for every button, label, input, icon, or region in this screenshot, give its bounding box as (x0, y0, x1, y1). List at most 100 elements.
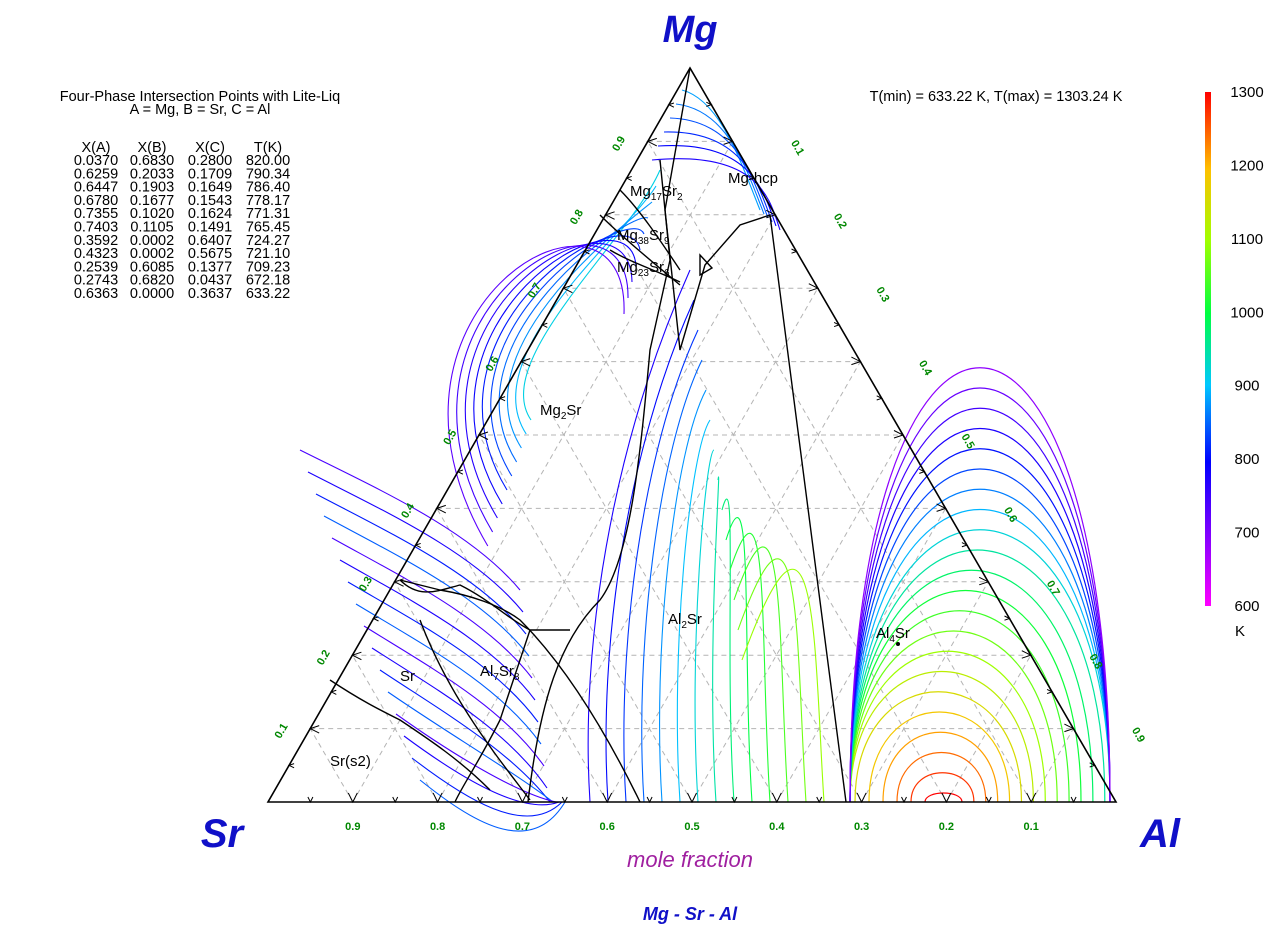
left-tick-label: 0.5 (441, 428, 459, 447)
isotherm (849, 387, 1111, 803)
tick (833, 321, 841, 328)
tick (477, 796, 483, 804)
left-tick-label: 0.7 (526, 281, 544, 300)
tick (602, 792, 613, 804)
bottom-tick-label: 0.6 (600, 821, 615, 833)
isotherm (339, 559, 536, 701)
tick (936, 503, 947, 512)
table-cell: 0.1543 (188, 193, 232, 209)
tick (919, 468, 926, 474)
table-cell: 0.6447 (74, 180, 118, 196)
temperature-maximum-marker (896, 642, 900, 646)
isotherm (849, 509, 1111, 803)
gridline (436, 508, 608, 803)
gridline (647, 141, 1032, 803)
phase-boundary (419, 619, 531, 801)
isotherm (721, 498, 735, 803)
tick (498, 396, 506, 402)
isotherm (411, 757, 563, 817)
table-header: T(K) (254, 140, 282, 156)
left-tick-label: 0.4 (399, 501, 417, 521)
table-cell: 0.2800 (188, 153, 232, 169)
left-tick-label: 0.2 (315, 648, 333, 667)
isotherm (331, 537, 533, 679)
vertex-label-right: Al (1139, 812, 1181, 856)
isotherm (868, 711, 1011, 803)
phase-label: Mg-hcp (728, 170, 778, 187)
isotherm (849, 407, 1111, 803)
axis-ticks (287, 101, 1097, 804)
isotherm (605, 299, 695, 803)
table-cell: 765.45 (246, 220, 290, 236)
left-tick-label: 0.3 (357, 575, 375, 594)
phase-boundary (399, 579, 641, 803)
gridline (861, 581, 989, 803)
tick (432, 792, 443, 804)
isotherm (849, 610, 1070, 803)
phase-label: Al2Sr (668, 611, 702, 631)
isotherm (712, 476, 720, 803)
tick (731, 796, 738, 804)
isotherm (849, 468, 1111, 803)
table-cell: 0.5675 (188, 246, 232, 262)
table-cell: 0.0437 (188, 273, 232, 289)
isotherm (896, 752, 987, 803)
tick (748, 175, 756, 181)
table-cell: 0.6085 (130, 259, 174, 275)
table-cell: 0.0370 (74, 153, 118, 169)
tick (1070, 796, 1077, 804)
phase-boundaries (329, 67, 847, 803)
tick (893, 430, 905, 439)
isotherm (849, 488, 1111, 803)
isotherm (663, 131, 773, 223)
tick (687, 792, 697, 804)
tick (287, 763, 295, 769)
isotherm (849, 590, 1082, 803)
tick (477, 431, 489, 440)
tick (517, 792, 528, 804)
gridline (776, 508, 947, 803)
phase-boundary (399, 579, 570, 631)
isotherm (447, 245, 625, 547)
phase-label: Al4Sr (876, 625, 910, 645)
right-tick-label: 0.1 (788, 138, 806, 157)
tick (1004, 615, 1011, 621)
table-cell: 0.7403 (74, 220, 118, 236)
isotherm (882, 731, 999, 803)
bottom-tick-label: 0.9 (345, 821, 360, 833)
isotherm (464, 242, 633, 519)
tick (1021, 650, 1033, 659)
bottom-tick-label: 0.4 (769, 821, 785, 833)
temperature-range: T(min) = 633.22 K, T(max) = 1303.24 K (870, 89, 1123, 105)
tick (723, 136, 734, 145)
phase-labels: Mg-hcp Mg17Sr2 Mg38Sr9 Mg23Sr6 Mg2Sr Al2Sr Al4… (330, 170, 910, 770)
tick (604, 211, 615, 220)
axis-label: mole fraction (627, 847, 753, 872)
tick (1064, 723, 1075, 733)
isotherm (849, 630, 1058, 803)
tick (978, 576, 990, 586)
isotherm (849, 569, 1094, 803)
left-tick-label: 0.1 (273, 721, 291, 740)
isotherm (849, 367, 1111, 803)
table-cell: 0.0002 (130, 233, 174, 249)
isotherm (379, 669, 551, 803)
table-cell: 0.0002 (130, 246, 174, 262)
isotherm (651, 158, 781, 231)
phase-boundary (527, 159, 671, 803)
tick (771, 792, 782, 804)
isotherm-contours (299, 89, 1111, 832)
tick (393, 578, 404, 587)
vertex-label-left: Sr (201, 812, 246, 856)
gridline (437, 214, 776, 803)
isotherm (849, 549, 1106, 803)
bottom-tick-label: 0.1 (1024, 821, 1039, 833)
colorbar-tick-label: 900 (1234, 378, 1259, 395)
table-cell: 0.1677 (130, 193, 174, 209)
phase-label: Sr(s2) (330, 753, 371, 770)
isotherm (506, 201, 653, 449)
tick (372, 616, 379, 622)
isotherm (371, 647, 548, 789)
isotherm (725, 517, 753, 803)
triangle-frame (266, 66, 1118, 803)
